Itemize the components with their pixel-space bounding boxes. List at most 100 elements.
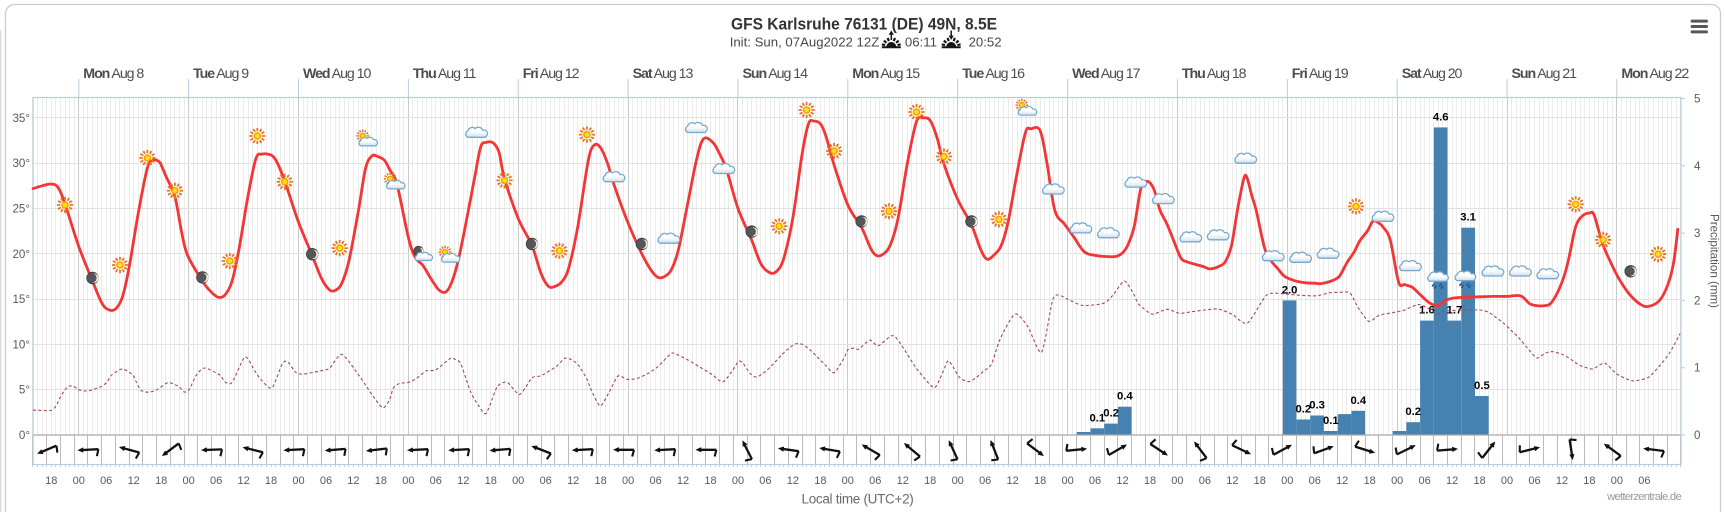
svg-text:06: 06 (1528, 475, 1540, 487)
svg-text:25°: 25° (12, 203, 30, 216)
svg-text:15°: 15° (12, 293, 30, 306)
svg-text:0.2: 0.2 (1103, 408, 1119, 420)
svg-text:12: 12 (347, 475, 359, 487)
svg-text:3: 3 (1694, 227, 1700, 240)
svg-text:20°: 20° (12, 248, 30, 261)
svg-text:12: 12 (457, 475, 469, 487)
svg-text:12: 12 (677, 475, 689, 487)
svg-text:Tue Aug 9: Tue Aug 9 (193, 66, 249, 82)
svg-text:30°: 30° (12, 157, 30, 170)
svg-text:00: 00 (732, 475, 744, 487)
svg-text:18: 18 (1364, 475, 1376, 487)
svg-text:06: 06 (869, 475, 881, 487)
svg-text:06: 06 (210, 475, 222, 487)
svg-text:06: 06 (1638, 475, 1650, 487)
svg-text:Wed Aug 10: Wed Aug 10 (303, 66, 371, 82)
svg-text:Sat Aug 20: Sat Aug 20 (1402, 66, 1463, 82)
svg-text:20:52: 20:52 (969, 35, 1002, 50)
svg-text:18: 18 (594, 475, 606, 487)
svg-text:Tue Aug 16: Tue Aug 16 (962, 66, 1025, 82)
svg-text:00: 00 (842, 475, 854, 487)
svg-text:1.6: 1.6 (1419, 305, 1435, 317)
svg-text:Sat Aug 13: Sat Aug 13 (633, 66, 694, 82)
svg-text:Local time (UTC+2): Local time (UTC+2) (801, 492, 913, 507)
svg-text:12: 12 (1226, 475, 1238, 487)
svg-text:4: 4 (1694, 160, 1701, 173)
svg-text:12: 12 (1006, 475, 1018, 487)
svg-text:12: 12 (1336, 475, 1348, 487)
svg-text:06: 06 (1089, 475, 1101, 487)
svg-text:00: 00 (292, 475, 304, 487)
svg-text:12: 12 (1446, 475, 1458, 487)
svg-text:12: 12 (567, 475, 579, 487)
svg-text:06: 06 (320, 475, 332, 487)
svg-text:0.2: 0.2 (1405, 406, 1421, 418)
svg-text:18: 18 (1144, 475, 1156, 487)
svg-text:06: 06 (1309, 475, 1321, 487)
svg-text:GFS Karlsruhe 76131 (DE) 49N,: GFS Karlsruhe 76131 (DE) 49N, 8.5E (731, 16, 997, 34)
svg-text:Sun Aug 21: Sun Aug 21 (1512, 66, 1578, 82)
svg-text:00: 00 (402, 475, 414, 487)
svg-text:06: 06 (540, 475, 552, 487)
svg-text:00: 00 (182, 475, 194, 487)
svg-text:0.4: 0.4 (1350, 395, 1366, 407)
svg-text:06: 06 (649, 475, 661, 487)
svg-text:Thu Aug 11: Thu Aug 11 (413, 66, 477, 82)
svg-text:Sun Aug 14: Sun Aug 14 (743, 66, 809, 82)
svg-text:0: 0 (1694, 429, 1700, 442)
svg-text:0.1: 0.1 (1323, 415, 1339, 427)
svg-text:1: 1 (1694, 362, 1700, 375)
svg-text:0°: 0° (19, 429, 30, 442)
svg-text:12: 12 (787, 475, 799, 487)
svg-text:18: 18 (1583, 475, 1595, 487)
svg-text:00: 00 (1501, 475, 1513, 487)
svg-text:Fri Aug 19: Fri Aug 19 (1292, 66, 1349, 82)
svg-text:06: 06 (979, 475, 991, 487)
svg-text:00: 00 (622, 475, 634, 487)
svg-text:Wed Aug 17: Wed Aug 17 (1072, 66, 1140, 82)
svg-text:06: 06 (1199, 475, 1211, 487)
svg-text:18: 18 (814, 475, 826, 487)
svg-text:2: 2 (1694, 294, 1700, 307)
svg-text:06: 06 (759, 475, 771, 487)
svg-text:Thu Aug 18: Thu Aug 18 (1182, 66, 1247, 82)
svg-text:Mon Aug 15: Mon Aug 15 (852, 66, 920, 82)
svg-text:5°: 5° (19, 384, 30, 397)
svg-text:00: 00 (73, 475, 85, 487)
svg-text:06: 06 (430, 475, 442, 487)
svg-text:06: 06 (1418, 475, 1430, 487)
svg-text:3.1: 3.1 (1460, 212, 1476, 224)
svg-text:wetterzentrale.de: wetterzentrale.de (1606, 491, 1681, 503)
svg-text:06:11: 06:11 (905, 35, 937, 50)
svg-text:Mon Aug 22: Mon Aug 22 (1621, 66, 1689, 82)
svg-text:00: 00 (1611, 475, 1623, 487)
svg-text:12: 12 (1116, 475, 1128, 487)
svg-text:00: 00 (512, 475, 524, 487)
svg-text:18: 18 (1034, 475, 1046, 487)
svg-text:18: 18 (45, 475, 57, 487)
svg-text:06: 06 (100, 475, 112, 487)
svg-text:Mon Aug 8: Mon Aug 8 (83, 66, 144, 82)
svg-text:0.3: 0.3 (1309, 400, 1325, 412)
svg-text:12: 12 (897, 475, 909, 487)
svg-text:18: 18 (155, 475, 167, 487)
svg-text:4.6: 4.6 (1433, 111, 1449, 123)
svg-text:00: 00 (952, 475, 964, 487)
svg-text:Precipitation (mm): Precipitation (mm) (1708, 214, 1721, 308)
svg-text:Init: Sun, 07Aug2022 12Z: Init: Sun, 07Aug2022 12Z (730, 35, 880, 50)
svg-text:18: 18 (265, 475, 277, 487)
svg-text:18: 18 (1473, 475, 1485, 487)
svg-text:12: 12 (237, 475, 249, 487)
svg-text:0.5: 0.5 (1474, 380, 1490, 392)
svg-text:0.4: 0.4 (1117, 391, 1133, 403)
svg-text:Fri Aug 12: Fri Aug 12 (523, 66, 580, 82)
svg-text:18: 18 (375, 475, 387, 487)
svg-text:12: 12 (1556, 475, 1568, 487)
svg-text:18: 18 (1254, 475, 1266, 487)
svg-text:00: 00 (1391, 475, 1403, 487)
svg-text:00: 00 (1281, 475, 1293, 487)
svg-text:18: 18 (704, 475, 716, 487)
svg-text:18: 18 (924, 475, 936, 487)
svg-text:18: 18 (485, 475, 497, 487)
svg-text:00: 00 (1171, 475, 1183, 487)
